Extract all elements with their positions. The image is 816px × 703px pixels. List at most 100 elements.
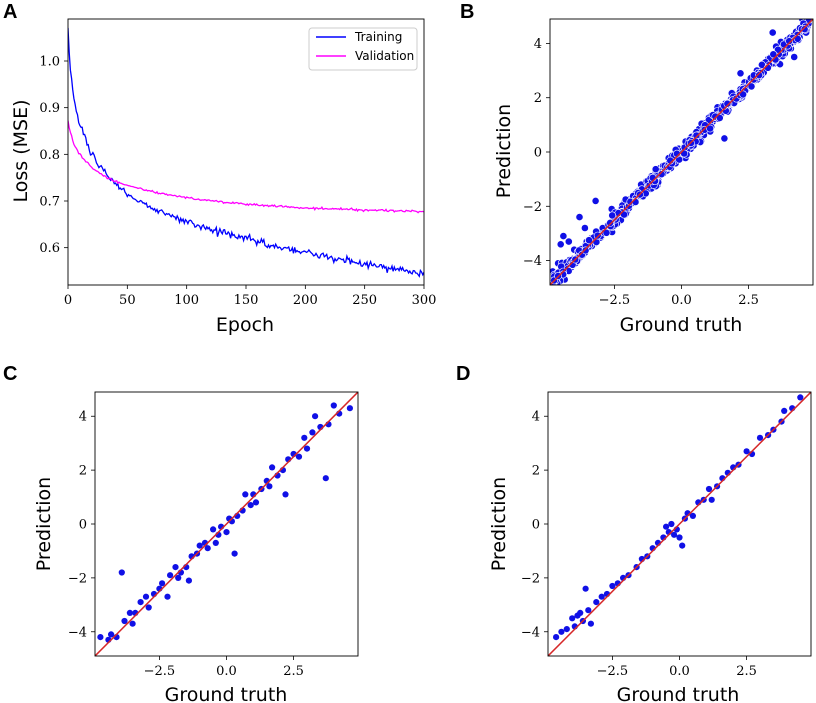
panel-b-ytick-label: −4 bbox=[523, 254, 542, 269]
legend-box bbox=[308, 27, 418, 71]
panel-d-point bbox=[553, 634, 560, 641]
panel-b-xtick-label: 0.0 bbox=[671, 293, 692, 308]
panel-c-xlabel: Ground truth bbox=[165, 684, 288, 703]
panel-c-point bbox=[346, 405, 353, 412]
panel-b-xtick-label: −2.5 bbox=[599, 293, 631, 308]
panel-d-point bbox=[781, 407, 788, 414]
panel-c-point bbox=[269, 464, 276, 471]
panel-a-ytick-label: 0.7 bbox=[39, 195, 60, 210]
panel-d-point bbox=[609, 582, 616, 590]
panel-b-point bbox=[602, 228, 611, 237]
panel-b-point bbox=[585, 236, 593, 245]
panel-c-point bbox=[172, 564, 179, 571]
panel-c-point bbox=[312, 413, 319, 420]
panel-c-point bbox=[212, 539, 219, 547]
panel-b-point bbox=[556, 240, 565, 249]
legend-label-validation: Validation bbox=[355, 49, 414, 63]
panel-d-point bbox=[563, 626, 570, 633]
panel-d-point bbox=[705, 485, 713, 493]
panel-c-point bbox=[295, 453, 303, 460]
panel-c-point bbox=[97, 634, 104, 641]
panel-c-point bbox=[252, 499, 260, 506]
panel-d-points bbox=[553, 394, 804, 641]
panel-a-legend: Training Validation bbox=[308, 27, 418, 71]
panel-a-ylabel: Loss (MSE) bbox=[10, 100, 32, 203]
panel-d-point bbox=[587, 620, 595, 627]
panel-letter-a: A bbox=[3, 1, 17, 23]
panel-d-ytick-label: 0 bbox=[532, 518, 540, 533]
panel-d-ytick-label: 2 bbox=[532, 464, 540, 479]
panel-c-ytick-label: 2 bbox=[79, 464, 87, 479]
panel-d-point bbox=[679, 542, 686, 549]
panel-b-point bbox=[723, 99, 732, 108]
panel-c-points bbox=[97, 402, 353, 643]
panel-b-scatter: −2.5 0.0 2.5 −4 −2 0 2 4 bbox=[523, 11, 814, 308]
panel-c-point bbox=[164, 593, 171, 600]
panel-b-point bbox=[559, 232, 568, 240]
panel-b-identity-line bbox=[550, 19, 813, 285]
panel-b-point bbox=[593, 231, 602, 240]
panel-b-point bbox=[800, 25, 809, 34]
panel-d-ytick-label: −2 bbox=[521, 571, 540, 586]
panel-a-ytick-label: 0.9 bbox=[39, 101, 60, 116]
panel-b-point bbox=[706, 124, 714, 133]
panel-c-point bbox=[185, 577, 192, 584]
panel-c-point bbox=[282, 491, 289, 498]
panel-b-point bbox=[651, 165, 660, 174]
panel-c-ylabel: Prediction bbox=[33, 477, 55, 571]
panel-b-point bbox=[768, 28, 777, 37]
panel-b-axes-frame bbox=[549, 18, 814, 286]
panel-b-ytick-label: 2 bbox=[534, 91, 542, 106]
panel-d-ytick-label: −4 bbox=[521, 625, 540, 640]
panel-c-point bbox=[129, 620, 136, 627]
panel-d-point bbox=[569, 615, 576, 622]
panel-d-point bbox=[577, 609, 584, 617]
panel-c-point bbox=[118, 569, 125, 576]
panel-b-point bbox=[806, 11, 813, 18]
panel-a-xtick-label: 200 bbox=[293, 293, 318, 308]
panel-a-xlabel: Epoch bbox=[216, 314, 274, 336]
panel-c-point bbox=[303, 445, 311, 452]
panel-d-point bbox=[671, 531, 678, 538]
panel-d-axes-frame bbox=[547, 391, 812, 657]
panel-c-ytick-label: −2 bbox=[68, 571, 87, 586]
panel-letter-d: D bbox=[456, 363, 470, 385]
panel-c-xtick-label: 2.5 bbox=[283, 664, 304, 679]
panel-b-point bbox=[720, 134, 729, 143]
panel-d-point bbox=[582, 585, 589, 592]
panel-c-point bbox=[309, 429, 316, 436]
panel-b-point bbox=[657, 170, 666, 179]
panel-b-xlabel: Ground truth bbox=[620, 314, 743, 336]
panel-b-ylabel: Prediction bbox=[493, 104, 515, 198]
panel-c-scatter: −2.5 0.0 2.5 −4 −2 0 2 4 bbox=[68, 391, 359, 679]
panel-d-xtick-label: 2.5 bbox=[736, 664, 757, 679]
panel-c-point bbox=[330, 402, 337, 409]
panel-c-point bbox=[145, 604, 152, 611]
panel-c-ytick-label: −4 bbox=[68, 625, 87, 640]
panel-c-xtick-label: 0.0 bbox=[216, 664, 237, 679]
panel-d-point bbox=[668, 520, 675, 528]
panel-c-point bbox=[301, 434, 308, 441]
panel-b-ytick-label: −2 bbox=[523, 200, 542, 215]
panel-d-point bbox=[663, 523, 670, 530]
panel-a-xtick-label: 50 bbox=[119, 293, 136, 308]
panel-b-point bbox=[790, 53, 799, 61]
panel-c-point bbox=[322, 475, 329, 482]
panel-d-point bbox=[676, 534, 683, 541]
panel-a-xtick-label: 150 bbox=[234, 293, 259, 308]
panel-d-xtick-label: −2.5 bbox=[597, 664, 629, 679]
panel-a-ytick-label: 0.8 bbox=[39, 148, 60, 163]
panel-d-identity-line bbox=[548, 392, 811, 656]
panel-c-xtick-label: −2.5 bbox=[144, 664, 176, 679]
panel-b-point bbox=[747, 82, 756, 91]
panel-c-point bbox=[108, 631, 115, 638]
panel-d-point bbox=[558, 628, 565, 635]
panel-d-ytick-label: 4 bbox=[532, 410, 540, 425]
panel-d-point bbox=[689, 512, 697, 520]
panel-b-point bbox=[608, 211, 617, 220]
panel-b-point bbox=[785, 37, 794, 46]
panel-c-point bbox=[210, 526, 217, 533]
panel-c-point bbox=[242, 491, 249, 498]
panel-c-identity-line bbox=[95, 392, 358, 656]
